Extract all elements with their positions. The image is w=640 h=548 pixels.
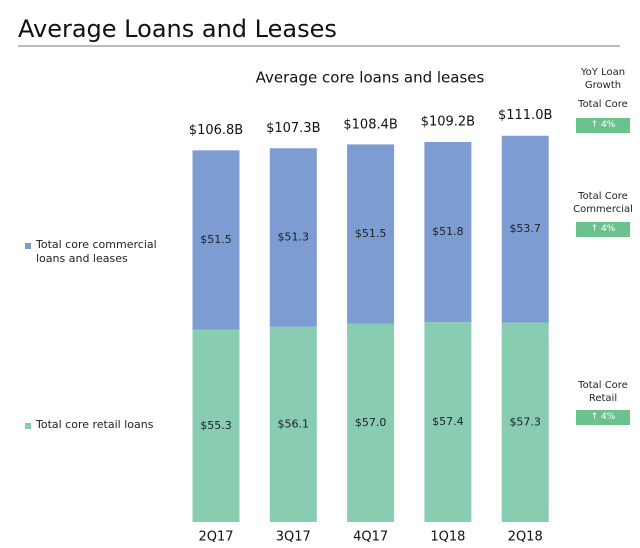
bar-segment bbox=[501, 135, 549, 323]
value-label: $51.8 bbox=[432, 225, 464, 238]
bar-segment bbox=[269, 148, 317, 327]
total-label: $106.8B bbox=[189, 123, 243, 138]
bar-segment bbox=[424, 141, 472, 323]
x-tick-label: 4Q17 bbox=[353, 530, 388, 545]
value-label: $51.5 bbox=[200, 233, 232, 246]
bar-segment bbox=[424, 322, 472, 522]
value-label: $51.3 bbox=[278, 231, 310, 244]
value-label: $57.4 bbox=[432, 415, 464, 428]
growth-title: YoY Loan Growth bbox=[580, 67, 626, 91]
growth-name: Total Core Commercial bbox=[573, 191, 633, 215]
bar-segment bbox=[192, 150, 240, 330]
bar-segment bbox=[269, 326, 317, 522]
legend-label: Total core retail loans bbox=[36, 418, 154, 431]
x-tick-label: 1Q18 bbox=[430, 530, 465, 545]
bar-segment bbox=[501, 322, 549, 522]
growth-name: Total Core bbox=[578, 99, 628, 110]
bar-segment bbox=[347, 144, 395, 324]
legend-swatch bbox=[25, 423, 31, 429]
growth-badge: ↑ 4% bbox=[576, 222, 630, 237]
bar-segment bbox=[192, 329, 240, 522]
total-label: $109.2B bbox=[421, 114, 475, 129]
legend-label: Total core commercial loans and leases bbox=[36, 238, 157, 265]
total-label: $107.3B bbox=[266, 121, 320, 136]
value-label: $56.1 bbox=[278, 417, 310, 430]
growth-badge: ↑ 4% bbox=[576, 410, 630, 425]
total-label: $111.0B bbox=[498, 108, 552, 123]
bar-segment bbox=[347, 323, 395, 522]
value-label: $57.0 bbox=[355, 416, 387, 429]
page-title: Average Loans and Leases bbox=[18, 15, 337, 43]
total-label: $108.4B bbox=[343, 117, 397, 132]
x-tick-label: 2Q18 bbox=[508, 530, 543, 545]
value-label: $55.3 bbox=[200, 419, 232, 432]
x-tick-label: 2Q17 bbox=[198, 530, 233, 545]
legend-swatch bbox=[25, 243, 31, 249]
growth-name: Total Core Retail bbox=[578, 380, 628, 404]
chart-title: Average core loans and leases bbox=[256, 69, 485, 87]
x-tick-label: 3Q17 bbox=[276, 530, 311, 545]
value-label: $51.5 bbox=[355, 227, 387, 240]
value-label: $53.7 bbox=[509, 222, 541, 235]
growth-badge: ↑ 4% bbox=[576, 118, 630, 133]
value-label: $57.3 bbox=[509, 415, 541, 428]
